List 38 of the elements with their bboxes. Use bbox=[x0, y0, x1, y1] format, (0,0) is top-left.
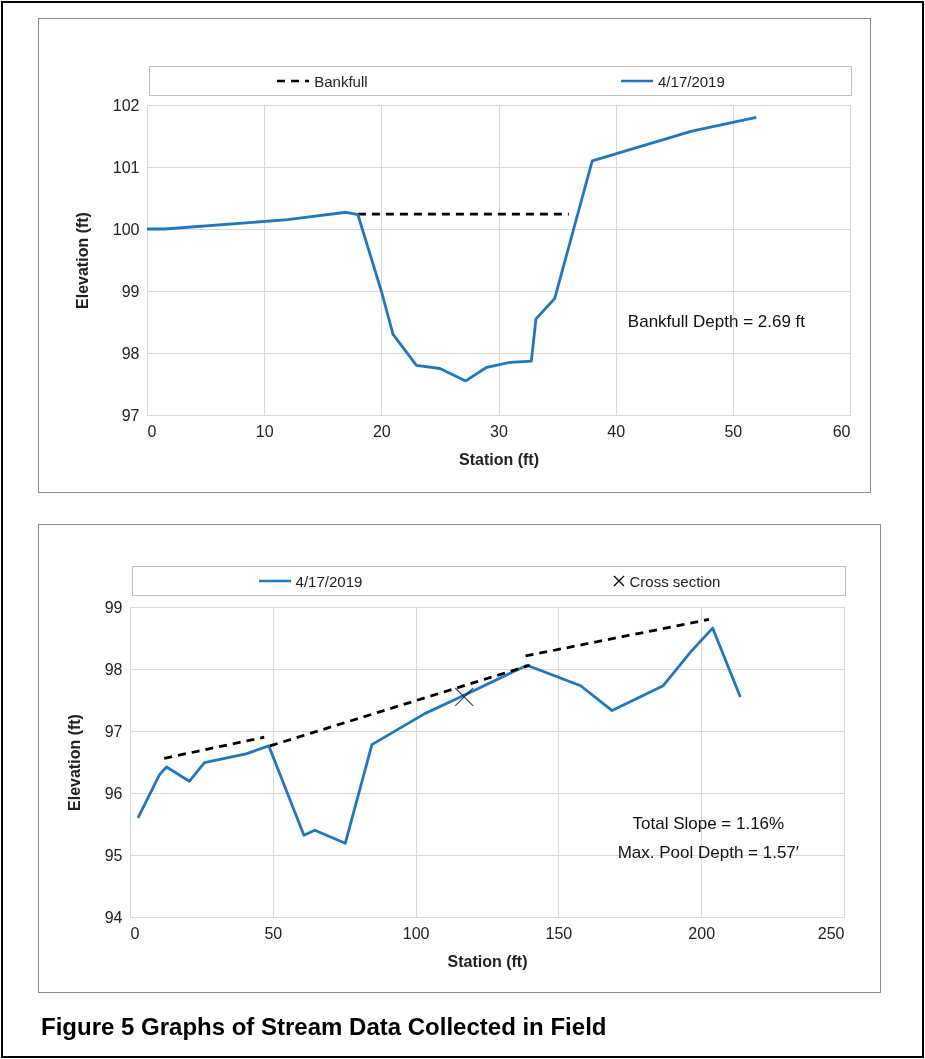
annotation: Bankfull Depth = 2.69 ft bbox=[627, 312, 806, 331]
y-tick-label: 101 bbox=[112, 158, 140, 176]
line-series bbox=[145, 116, 758, 383]
legend-label: 4/17/2019 bbox=[295, 572, 363, 590]
y-tick-label: 98 bbox=[104, 660, 123, 678]
y-tick-label: 99 bbox=[104, 598, 123, 616]
x-tick-label: 40 bbox=[607, 422, 626, 440]
y-axis-title: Elevation (ft) bbox=[73, 212, 91, 309]
x-tick-label: 0 bbox=[147, 422, 157, 440]
y-tick-label: 96 bbox=[104, 784, 123, 802]
legend-label: Cross section bbox=[629, 572, 721, 590]
y-tick-label: 99 bbox=[121, 282, 140, 300]
x-tick-label: 20 bbox=[372, 422, 391, 440]
legend-label: 4/17/2019 bbox=[658, 72, 725, 90]
y-tick-label: 102 bbox=[112, 96, 140, 114]
caption: Figure 5 Graphs of Stream Data Collected in Field bbox=[41, 1013, 607, 1041]
x-tick-label: 60 bbox=[832, 422, 851, 440]
y-tick-label: 95 bbox=[104, 846, 123, 864]
annotation: Max. Pool Depth = 1.57′ bbox=[617, 843, 799, 863]
y-axis-title: Elevation (ft) bbox=[65, 714, 83, 811]
x-tick-label: 200 bbox=[688, 924, 716, 942]
x-tick-label: 30 bbox=[490, 422, 508, 440]
annotation: Total Slope = 1.16% bbox=[632, 814, 785, 833]
x-axis-title: Station (ft) bbox=[459, 450, 539, 468]
x-tick-label: 50 bbox=[724, 422, 743, 440]
y-tick-label: 97 bbox=[121, 406, 140, 424]
x-tick-label: 100 bbox=[402, 924, 430, 942]
x-tick-label: 250 bbox=[817, 924, 845, 942]
y-tick-label: 100 bbox=[112, 220, 140, 238]
y-tick-label: 94 bbox=[104, 908, 123, 926]
y-tick-label: 97 bbox=[104, 722, 123, 740]
x-axis-title: Station (ft) bbox=[447, 952, 528, 970]
y-tick-label: 98 bbox=[121, 344, 140, 362]
x-tick-label: 150 bbox=[545, 924, 573, 942]
x-tick-label: 0 bbox=[130, 924, 140, 942]
x-tick-label: 50 bbox=[264, 924, 283, 942]
x-tick-label: 10 bbox=[255, 422, 274, 440]
legend-label: Bankfull bbox=[314, 72, 368, 90]
